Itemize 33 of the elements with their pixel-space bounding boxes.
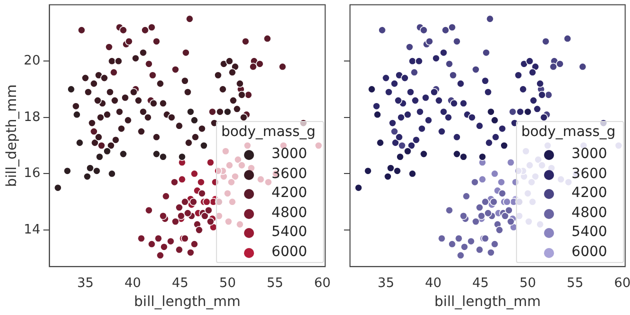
x-tick-label: 40 (424, 276, 442, 291)
x-tick-label: 50 (520, 276, 536, 291)
legend-label: 3000 (572, 146, 608, 163)
y-tick-label: 16 (24, 166, 40, 182)
legend-label: 3600 (572, 166, 608, 183)
legend-label: 6000 (272, 244, 308, 261)
x-axis-title: bill_length_mm (434, 294, 541, 310)
x-tick-label: 40 (124, 276, 142, 291)
legend-label: 6000 (572, 244, 608, 261)
x-tick-label: 55 (266, 276, 284, 291)
legend-title: body_mass_g (521, 124, 616, 141)
legend-label: 5400 (272, 224, 308, 242)
x-tick-label: 45 (472, 276, 489, 291)
y-tick-label: 20 (24, 53, 40, 68)
x-tick-label: 50 (219, 276, 236, 291)
x-tick-label: 35 (77, 276, 94, 291)
legend-label: 3000 (272, 146, 308, 163)
y-tick-label: 18 (24, 110, 40, 125)
y-tick-label: 14 (24, 222, 40, 238)
legend-label: 5400 (572, 224, 608, 242)
legend-title: body_mass_g (221, 124, 316, 141)
legend-label: 4200 (572, 185, 608, 202)
legend-label: 4800 (272, 204, 308, 222)
x-tick-label: 60 (614, 276, 630, 291)
x-tick-label: 60 (314, 276, 331, 291)
x-tick-label: 45 (172, 276, 188, 291)
x-tick-label: 35 (378, 276, 394, 291)
x-axis-title: bill_length_mm (134, 294, 241, 310)
legend-label: 4800 (572, 204, 608, 222)
x-tick-label: 55 (566, 276, 584, 291)
y-axis-title: bill_depth_mm (4, 84, 20, 187)
legend-label: 4200 (272, 185, 308, 202)
legend-label: 3600 (272, 166, 308, 183)
